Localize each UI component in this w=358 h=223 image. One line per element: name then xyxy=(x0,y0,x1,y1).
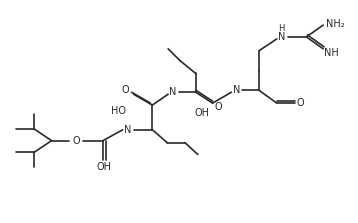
Text: H: H xyxy=(279,24,285,33)
Text: N: N xyxy=(278,32,285,42)
Text: O: O xyxy=(215,102,222,112)
Text: O: O xyxy=(122,85,130,95)
Text: NH: NH xyxy=(324,48,338,58)
Text: O: O xyxy=(297,98,304,108)
Text: O: O xyxy=(72,136,80,146)
Text: N: N xyxy=(124,125,131,135)
Text: N: N xyxy=(233,85,240,95)
Text: OH: OH xyxy=(194,108,209,118)
Text: N: N xyxy=(169,87,177,97)
Text: HO: HO xyxy=(111,106,126,116)
Text: OH: OH xyxy=(96,162,111,172)
Text: NH₂: NH₂ xyxy=(326,19,344,29)
